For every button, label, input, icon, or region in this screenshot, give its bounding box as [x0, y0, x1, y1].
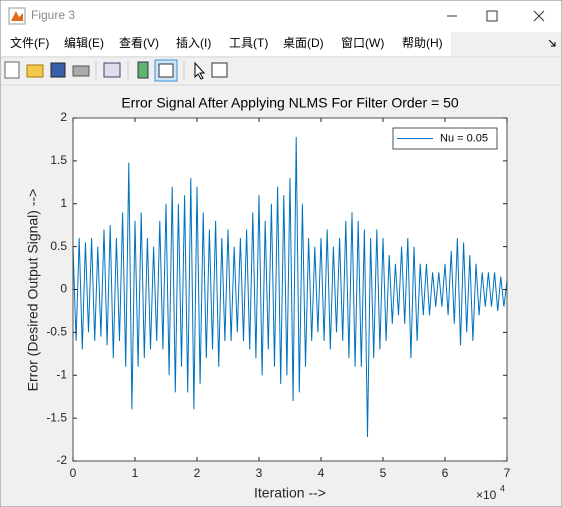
- toolbar: [4, 59, 228, 82]
- y-tick-label: -2: [56, 453, 67, 467]
- chart-title: Error Signal After Applying NLMS For Fil…: [121, 95, 459, 111]
- link-icon[interactable]: [103, 62, 121, 78]
- legend-icon: [158, 63, 174, 78]
- pointer-icon[interactable]: [194, 61, 206, 80]
- legend-label: Nu = 0.05: [440, 132, 488, 144]
- title-bar: [1, 1, 561, 32]
- x-tick-label: 0: [70, 466, 77, 480]
- window-title: Figure 3: [31, 8, 75, 22]
- x-tick-label: 5: [380, 466, 387, 480]
- menu-item[interactable]: 桌面(D): [283, 36, 324, 50]
- maximize-button[interactable]: [486, 10, 498, 22]
- y-tick-label: -0.5: [46, 325, 67, 339]
- x-exponent-power: 4: [500, 483, 505, 493]
- series-line: [72, 136, 508, 437]
- x-tick-label: 6: [442, 466, 449, 480]
- menu-item[interactable]: 文件(F): [10, 35, 49, 50]
- new-icon[interactable]: [4, 61, 20, 79]
- app-icon: [8, 7, 26, 25]
- open-icon[interactable]: [26, 64, 44, 78]
- close-button[interactable]: [533, 10, 545, 22]
- x-axis-label: Iteration -->: [254, 485, 326, 501]
- y-tick-label: 0: [60, 282, 67, 296]
- print-icon[interactable]: [72, 65, 90, 77]
- y-tick-label: 1: [60, 196, 67, 210]
- menu-item[interactable]: 工具(T): [229, 36, 268, 50]
- x-tick-label: 3: [256, 466, 263, 480]
- y-tick-label: -1.5: [46, 410, 67, 424]
- y-tick-label: 2: [60, 110, 67, 124]
- y-axis-label: Error (Desired Output Signal) -->: [25, 189, 41, 392]
- menu-item[interactable]: 窗口(W): [341, 36, 384, 50]
- x-tick-label: 1: [132, 466, 139, 480]
- y-tick-label: 0.5: [50, 239, 67, 253]
- x-tick-label: 7: [504, 466, 511, 480]
- x-exponent-base: ×10: [476, 488, 497, 502]
- plot-area: [73, 118, 507, 461]
- menu-item[interactable]: 查看(V): [119, 36, 159, 50]
- y-tick-label: -1: [56, 367, 67, 381]
- y-tick-label: 1.5: [50, 153, 67, 167]
- menu-bar: [1, 32, 451, 56]
- menu-item[interactable]: 编辑(E): [64, 35, 104, 50]
- legend-box: [392, 127, 498, 150]
- save-icon[interactable]: [50, 62, 66, 78]
- menu-item[interactable]: 插入(I): [176, 36, 211, 50]
- property-icon[interactable]: [211, 62, 228, 78]
- x-tick-label: 4: [318, 466, 325, 480]
- x-tick-label: 2: [194, 466, 201, 480]
- dock-arrow[interactable]: [548, 39, 556, 47]
- menu-item[interactable]: 帮助(H): [402, 36, 443, 50]
- colorbar-icon[interactable]: [137, 61, 149, 79]
